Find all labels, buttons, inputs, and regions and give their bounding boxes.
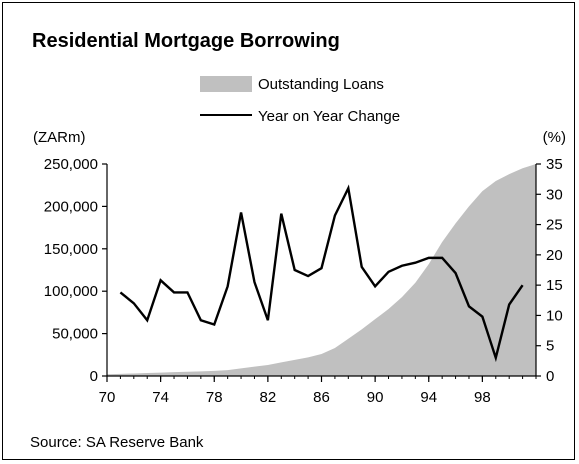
right-axis-unit: (%): [543, 129, 566, 146]
axes: 0 50,000 100,000 150,000 200,000 250,000 0 5 10 1…: [44, 156, 563, 406]
left-tick-label: 250,000: [44, 156, 98, 173]
right-tick-label: 30: [546, 186, 563, 203]
left-axis-unit: (ZARm): [33, 129, 86, 146]
left-tick-label: 100,000: [44, 283, 98, 300]
right-tick-label: 25: [546, 217, 563, 234]
left-tick-label: 150,000: [44, 241, 98, 258]
left-tick-label: 0: [90, 368, 98, 385]
source-note: Source: SA Reserve Bank: [30, 434, 204, 451]
x-tick-label: 94: [420, 389, 437, 406]
legend-label-yoy-change: Year on Year Change: [258, 108, 400, 125]
x-tick-label: 78: [206, 389, 223, 406]
chart-title: Residential Mortgage Borrowing: [32, 30, 340, 52]
line-yoy-change: [119, 184, 524, 363]
area-outstanding-loans: [107, 164, 536, 376]
line-series-layer: [119, 184, 524, 363]
legend: Outstanding Loans Year on Year Change: [200, 76, 400, 125]
left-tick-label: 200,000: [44, 198, 98, 215]
right-tick-label: 35: [546, 156, 563, 173]
right-tick-label: 5: [546, 338, 554, 355]
x-tick-label: 82: [260, 389, 277, 406]
x-tick-label: 90: [367, 389, 384, 406]
legend-label-outstanding-loans: Outstanding Loans: [258, 76, 384, 93]
x-tick-label: 74: [152, 389, 169, 406]
left-tick-label: 50,000: [52, 326, 98, 343]
x-tick-label: 86: [313, 389, 330, 406]
legend-swatch-outstanding-loans: [200, 76, 252, 92]
right-tick-label: 10: [546, 307, 563, 324]
right-tick-label: 15: [546, 277, 563, 294]
right-tick-label: 0: [546, 368, 554, 385]
right-tick-label: 20: [546, 247, 563, 264]
area-series-layer: [107, 164, 536, 376]
x-tick-label: 98: [474, 389, 491, 406]
x-tick-label: 70: [99, 389, 116, 406]
